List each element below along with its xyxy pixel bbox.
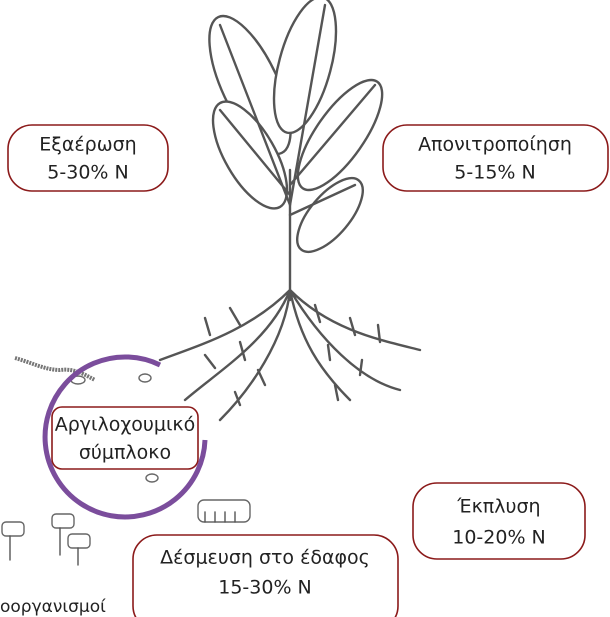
leaching-share: 10-20% N — [452, 527, 546, 549]
plant — [160, 0, 420, 420]
diagram: Αργιλοχουμικό σύμπλοκο Εξαέρωση 5-30% N … — [0, 0, 610, 617]
clay-humus-label: Αργιλοχουμικό — [55, 414, 196, 436]
microorganisms-label: οοργανισμοί — [0, 597, 106, 617]
denitrification-label: Απονιτροποίηση — [418, 134, 572, 156]
volatilization-label: Εξαέρωση — [39, 134, 136, 156]
clay-humus-label: σύμπλοκο — [79, 442, 171, 464]
volatilization-share: 5-30% N — [47, 162, 128, 184]
leaching-label: Έκπλυση — [456, 496, 540, 518]
fixation-share: 15-30% N — [218, 577, 312, 599]
denitrification-share: 5-15% N — [454, 162, 535, 184]
fixation-label: Δέσμευση στο έδαφος — [160, 547, 370, 569]
